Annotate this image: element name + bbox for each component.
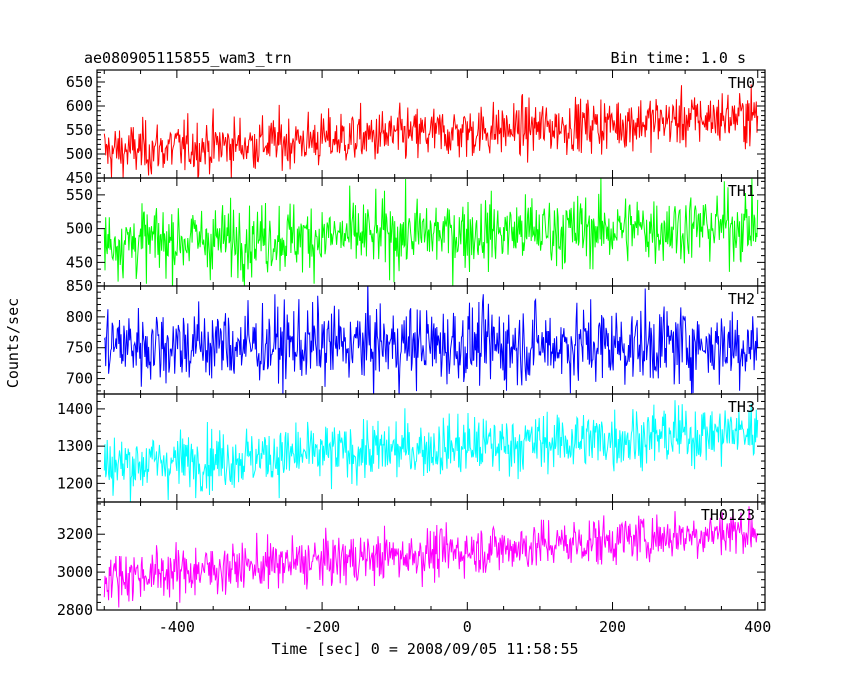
y-tick-label: 450	[66, 253, 93, 271]
series-line-th1	[103, 178, 759, 286]
y-tick-label: 3200	[57, 525, 93, 543]
panels-group: 450 500 550 600 650 TH0 450 500 550 TH1 700 750 800 8…	[57, 69, 766, 619]
panel-label-th0123: TH0123	[701, 506, 755, 524]
panel-label-th0: TH0	[728, 74, 755, 92]
panel-label-th3: TH3	[728, 398, 755, 416]
panel-th0: 450 500 550 600 650 TH0	[66, 69, 766, 187]
y-tick-label: 500	[66, 145, 93, 163]
x-axis-label: Time [sec] 0 = 2008/09/05 11:58:55	[271, 640, 578, 658]
y-tick-label: 550	[66, 121, 93, 139]
panel-th0123: 2800 3000 3200 TH0123	[57, 501, 766, 619]
x-tick-label: -200	[304, 618, 340, 636]
series-line-th2	[103, 286, 759, 394]
y-tick-label: 750	[66, 339, 93, 357]
x-axis: -400 -200 0 200 400	[159, 618, 771, 636]
y-tick-label: 800	[66, 308, 93, 326]
y-tick-label: 1400	[57, 400, 93, 418]
chart-title-right: Bin time: 1.0 s	[611, 49, 746, 67]
panel-label-th1: TH1	[728, 182, 755, 200]
y-tick-label: 600	[66, 97, 93, 115]
panel-th3: 1200 1300 1400 TH3	[57, 393, 766, 503]
series-line-th3	[103, 400, 759, 502]
panel-label-th2: TH2	[728, 290, 755, 308]
x-tick-label: 400	[744, 618, 771, 636]
y-tick-label: 2800	[57, 601, 93, 619]
series-line-th0	[103, 84, 759, 178]
y-tick-label: 1200	[57, 474, 93, 492]
x-tick-label: 0	[463, 618, 472, 636]
y-tick-label: 1300	[57, 437, 93, 455]
panel-th2: 700 750 800 850 TH2	[66, 277, 766, 395]
y-axis-label: Counts/sec	[4, 298, 22, 388]
panel-th1: 450 500 550 TH1	[66, 177, 766, 287]
x-tick-label: 200	[599, 618, 626, 636]
y-tick-label: 850	[66, 277, 93, 295]
series-line-th0123	[103, 506, 759, 608]
y-tick-label: 550	[66, 186, 93, 204]
y-tick-label: 450	[66, 169, 93, 187]
x-tick-label: -400	[159, 618, 195, 636]
y-tick-label: 500	[66, 220, 93, 238]
chart-title-left: ae080905115855_wam3_trn	[84, 49, 292, 67]
y-tick-label: 3000	[57, 563, 93, 581]
y-tick-label: 650	[66, 73, 93, 91]
y-tick-label: 700	[66, 370, 93, 388]
